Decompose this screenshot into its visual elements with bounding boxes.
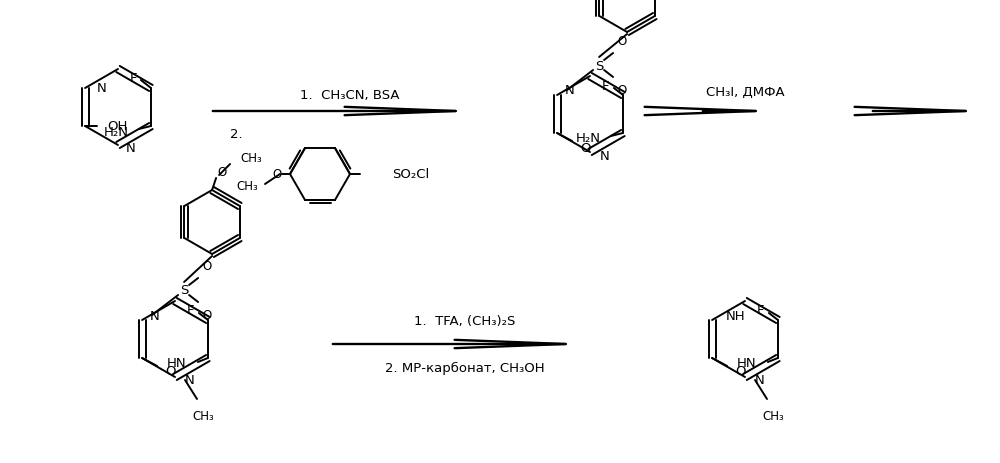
Text: CH₃: CH₃ (240, 152, 262, 165)
Text: O: O (735, 365, 745, 378)
Text: CH₃: CH₃ (762, 409, 784, 422)
Text: O: O (617, 35, 626, 48)
Text: 2. МР-карбонат, CH₃OH: 2. МР-карбонат, CH₃OH (385, 361, 545, 374)
Text: N: N (565, 84, 575, 97)
Text: S: S (595, 59, 603, 72)
Text: O: O (580, 141, 590, 154)
Text: HN: HN (166, 357, 186, 369)
Text: O: O (273, 168, 282, 181)
Text: CH₃I, ДМФА: CH₃I, ДМФА (706, 85, 784, 98)
Text: OH: OH (107, 120, 127, 133)
Text: 1.  CH₃CN, BSA: 1. CH₃CN, BSA (300, 88, 400, 101)
Text: F: F (129, 72, 137, 85)
Text: O: O (217, 166, 226, 179)
Text: H₂N: H₂N (104, 125, 129, 138)
Text: N: N (755, 374, 765, 387)
Text: H₂N: H₂N (576, 132, 601, 145)
Text: F: F (186, 304, 194, 317)
Text: HN: HN (736, 357, 756, 369)
Text: F: F (756, 304, 764, 317)
Text: 2.: 2. (230, 128, 243, 141)
Text: SO₂Cl: SO₂Cl (392, 168, 429, 181)
Text: CH₃: CH₃ (192, 409, 214, 422)
Text: N: N (600, 149, 610, 162)
Text: N: N (185, 374, 195, 387)
Text: CH₃: CH₃ (236, 180, 258, 193)
Text: N: N (97, 82, 107, 95)
Text: O: O (202, 308, 211, 321)
Text: N: N (150, 309, 160, 322)
Text: 1.  TFA, (CH₃)₂S: 1. TFA, (CH₃)₂S (414, 315, 516, 328)
Text: N: N (126, 141, 136, 154)
Text: S: S (180, 284, 188, 297)
Text: O: O (202, 259, 211, 272)
Text: F: F (601, 79, 609, 92)
Text: O: O (165, 365, 175, 378)
Text: O: O (617, 84, 626, 97)
Text: NH: NH (726, 309, 746, 322)
